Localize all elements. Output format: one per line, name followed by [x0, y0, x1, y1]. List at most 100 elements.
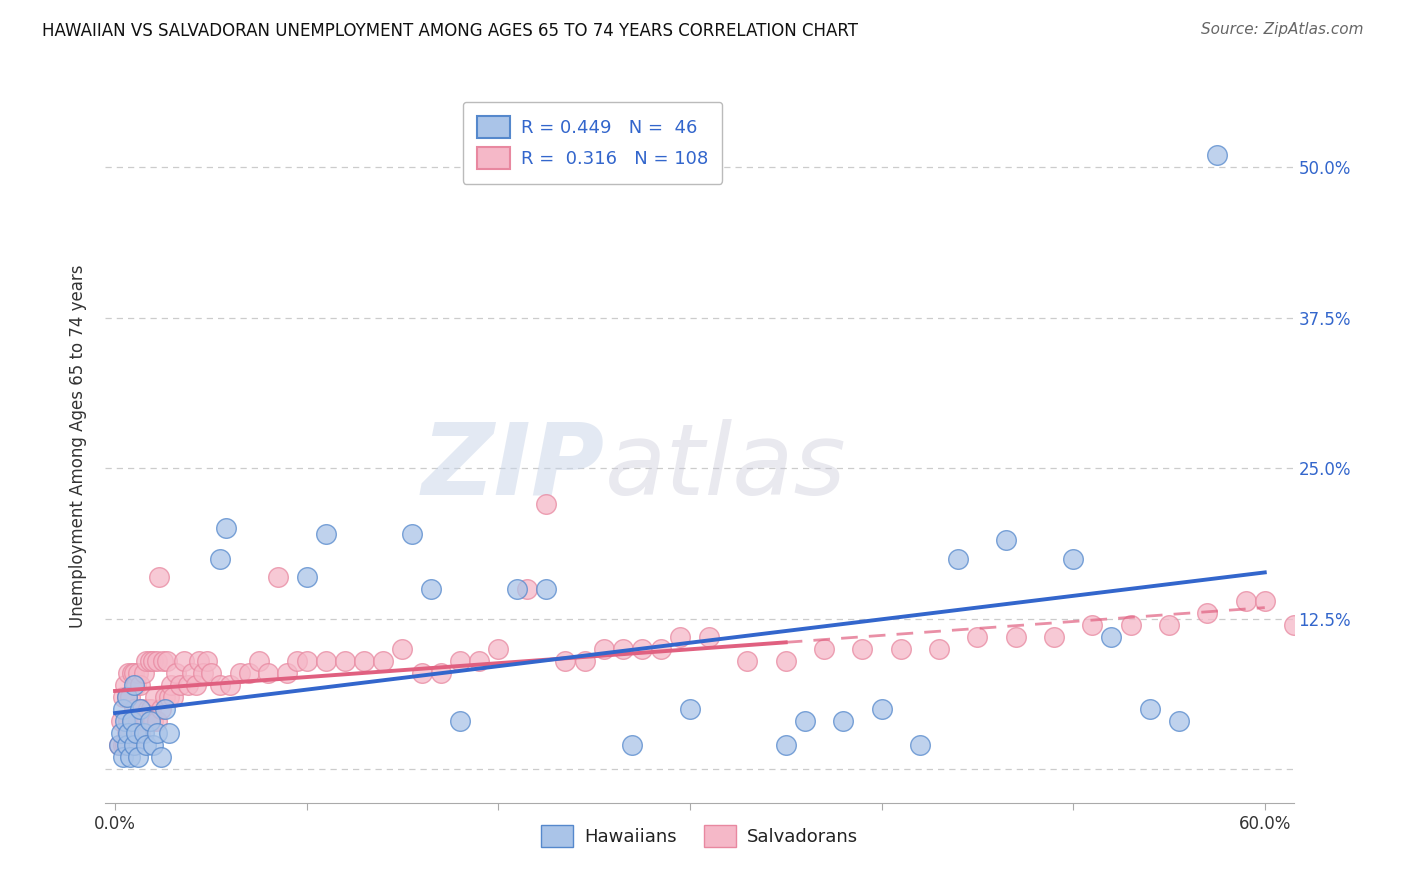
Point	[468, 654, 491, 668]
Point	[114, 678, 136, 692]
Point	[295, 654, 318, 668]
Point	[315, 527, 337, 541]
Point	[870, 702, 893, 716]
Point	[1167, 714, 1189, 728]
Point	[295, 569, 318, 583]
Point	[152, 654, 174, 668]
Point	[162, 690, 184, 704]
Point	[153, 690, 176, 704]
Point	[135, 738, 157, 752]
Point	[890, 641, 912, 656]
Point	[115, 726, 138, 740]
Point	[115, 738, 138, 752]
Point	[228, 665, 250, 680]
Point	[1139, 702, 1161, 716]
Point	[110, 726, 132, 740]
Point	[165, 665, 187, 680]
Point	[129, 678, 152, 692]
Point	[125, 726, 148, 740]
Legend: Hawaiians, Salvadorans: Hawaiians, Salvadorans	[533, 818, 866, 855]
Point	[127, 714, 149, 728]
Point	[122, 738, 145, 752]
Point	[669, 630, 692, 644]
Point	[238, 665, 260, 680]
Point	[285, 654, 308, 668]
Point	[184, 678, 207, 692]
Point	[115, 690, 138, 704]
Point	[156, 654, 179, 668]
Point	[142, 738, 165, 752]
Point	[612, 641, 634, 656]
Point	[111, 750, 134, 764]
Point	[1119, 617, 1142, 632]
Point	[276, 665, 298, 680]
Point	[215, 521, 238, 535]
Point	[153, 702, 176, 716]
Point	[995, 533, 1018, 548]
Point	[131, 702, 153, 716]
Point	[908, 738, 931, 752]
Point	[200, 665, 222, 680]
Point	[775, 654, 797, 668]
Point	[209, 678, 232, 692]
Point	[1004, 630, 1026, 644]
Point	[177, 678, 200, 692]
Point	[129, 726, 152, 740]
Point	[146, 726, 169, 740]
Point	[1081, 617, 1104, 632]
Point	[146, 654, 169, 668]
Text: Source: ZipAtlas.com: Source: ZipAtlas.com	[1201, 22, 1364, 37]
Point	[135, 714, 157, 728]
Point	[966, 630, 988, 644]
Point	[132, 665, 155, 680]
Point	[115, 690, 138, 704]
Point	[574, 654, 596, 668]
Point	[1101, 630, 1123, 644]
Point	[122, 738, 145, 752]
Point	[121, 665, 143, 680]
Point	[148, 569, 170, 583]
Point	[127, 750, 149, 764]
Point	[188, 654, 211, 668]
Point	[1282, 617, 1305, 632]
Point	[122, 702, 145, 716]
Point	[138, 714, 160, 728]
Point	[110, 714, 132, 728]
Point	[193, 665, 215, 680]
Point	[120, 690, 142, 704]
Point	[117, 726, 139, 740]
Point	[832, 714, 855, 728]
Point	[120, 726, 142, 740]
Point	[142, 654, 165, 668]
Point	[851, 641, 873, 656]
Point	[157, 690, 180, 704]
Point	[157, 726, 180, 740]
Point	[117, 714, 139, 728]
Point	[373, 654, 395, 668]
Point	[1350, 606, 1372, 620]
Text: HAWAIIAN VS SALVADORAN UNEMPLOYMENT AMONG AGES 65 TO 74 YEARS CORRELATION CHART: HAWAIIAN VS SALVADORAN UNEMPLOYMENT AMON…	[42, 22, 858, 40]
Point	[122, 665, 145, 680]
Point	[1310, 617, 1333, 632]
Point	[1205, 148, 1227, 162]
Point	[1062, 551, 1084, 566]
Point	[411, 665, 433, 680]
Point	[1254, 593, 1277, 607]
Point	[315, 654, 337, 668]
Point	[650, 641, 672, 656]
Point	[138, 654, 160, 668]
Point	[775, 738, 797, 752]
Point	[554, 654, 576, 668]
Point	[333, 654, 356, 668]
Text: atlas: atlas	[605, 419, 846, 516]
Point	[401, 527, 423, 541]
Point	[117, 665, 139, 680]
Point	[173, 654, 195, 668]
Point	[111, 738, 134, 752]
Point	[135, 654, 157, 668]
Point	[1043, 630, 1066, 644]
Point	[1330, 606, 1353, 620]
Point	[1234, 593, 1257, 607]
Point	[353, 654, 375, 668]
Point	[169, 678, 191, 692]
